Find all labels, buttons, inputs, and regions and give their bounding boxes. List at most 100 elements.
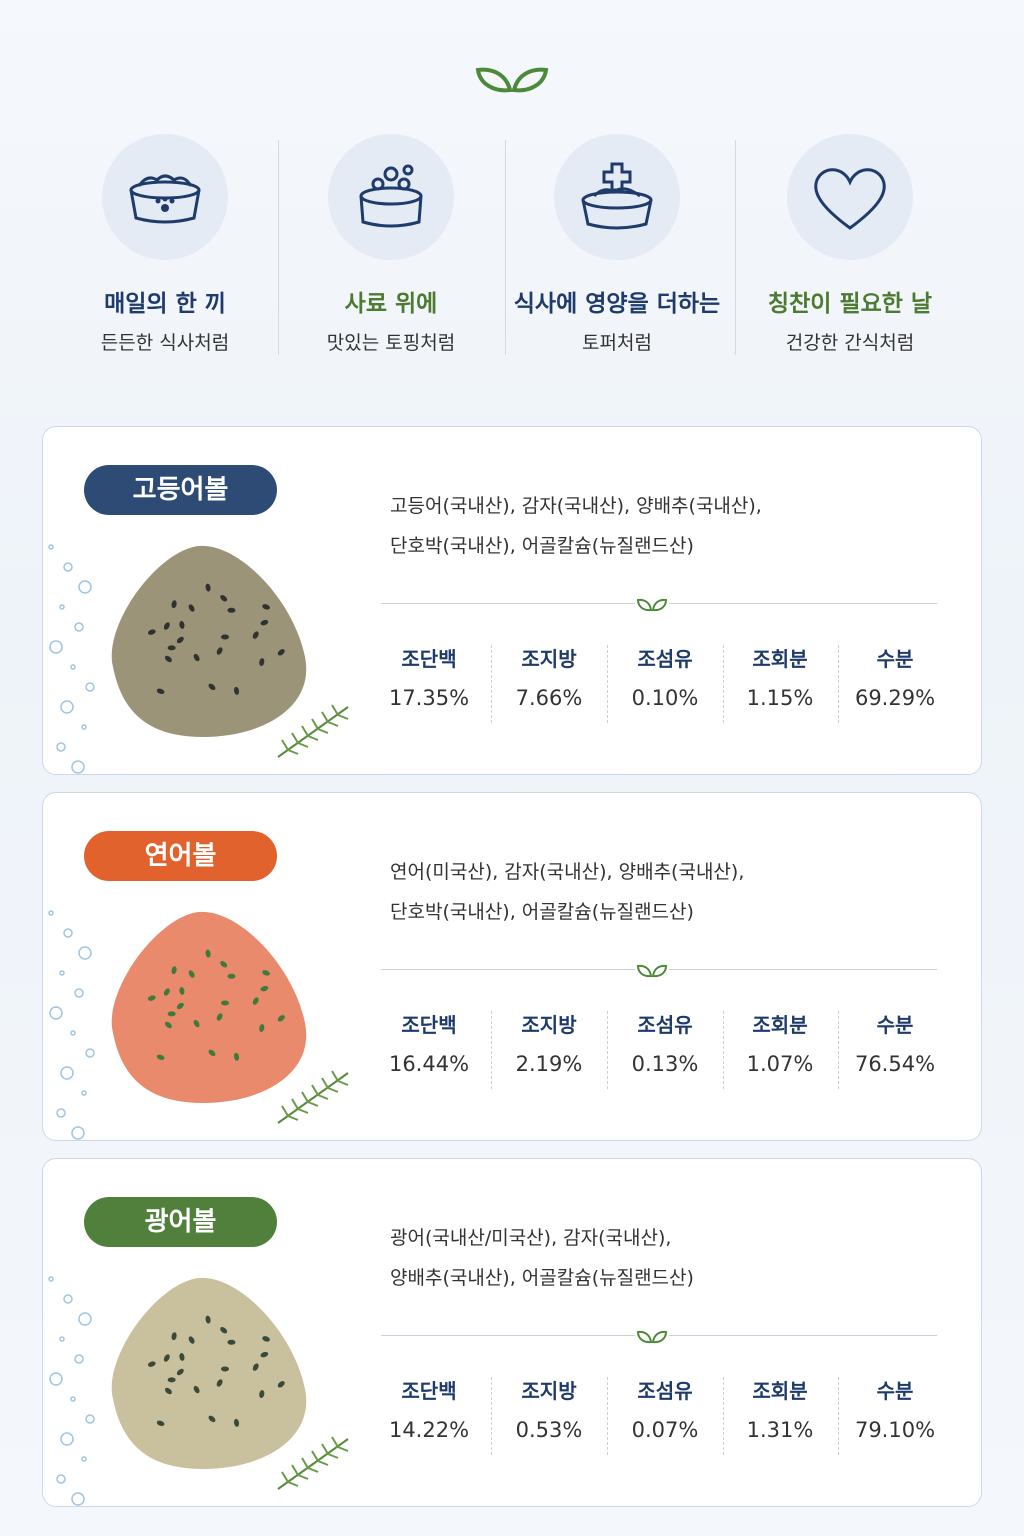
shape <box>233 1052 240 1061</box>
shape <box>260 985 269 992</box>
shape <box>216 1013 223 1021</box>
shape <box>129 189 201 224</box>
shape <box>331 1436 349 1452</box>
shape <box>85 1048 95 1058</box>
shape <box>220 1327 228 1334</box>
shape <box>74 988 84 998</box>
nutrition-label: 조지방 <box>521 1379 577 1403</box>
shape <box>171 1332 177 1341</box>
shape <box>167 1377 176 1383</box>
shape <box>56 742 66 752</box>
shape <box>208 683 216 691</box>
ingredients-line: 단호박(국내산), 어골칼슘(뉴질랜드산) <box>390 535 694 557</box>
leaf-icon <box>635 961 669 979</box>
shape <box>371 177 385 191</box>
shape <box>43 1249 363 1513</box>
shape <box>48 544 54 550</box>
dashed-divider <box>607 1377 608 1455</box>
shape <box>179 620 185 629</box>
shape <box>311 1450 329 1466</box>
shape <box>193 1385 200 1394</box>
divider <box>278 140 279 355</box>
shape <box>85 682 95 692</box>
feature-title: 식사에 영양을 더하는 <box>513 291 721 317</box>
product-card: 광어볼 광어(국내산/미국산), 감자(국내산), 양배추(국내산), 어골칼슘(뉴… <box>42 1158 982 1507</box>
shape <box>74 622 84 632</box>
shape <box>179 986 185 995</box>
shape <box>156 1054 165 1061</box>
shape <box>227 607 236 613</box>
shape <box>74 1354 84 1364</box>
shape <box>111 1277 307 1469</box>
shape <box>43 517 363 781</box>
shape <box>81 1090 87 1096</box>
feature-subtitle: 든든한 식사처럼 <box>100 332 230 354</box>
shape <box>163 988 170 996</box>
nutrition-label: 조지방 <box>521 1013 577 1037</box>
nutrition-value: 17.35% <box>388 686 470 710</box>
shape <box>227 973 236 979</box>
shape <box>277 706 349 758</box>
shape <box>111 911 307 1103</box>
nutrition-value: 0.10% <box>631 686 699 710</box>
shape <box>511 67 549 93</box>
nutrition-label: 조섬유 <box>637 647 693 671</box>
shape <box>252 631 259 639</box>
shape <box>331 704 349 720</box>
nutrition-value: 0.53% <box>515 1418 583 1442</box>
illustration <box>129 174 201 224</box>
shape <box>163 1354 170 1362</box>
nutrition-label: 조지방 <box>521 647 577 671</box>
dashed-divider <box>607 1011 608 1089</box>
shape <box>311 718 329 734</box>
feature-subtitle: 건강한 간식처럼 <box>785 332 915 354</box>
shape <box>63 928 73 938</box>
shape <box>179 1352 185 1361</box>
nutrition-label: 수분 <box>876 647 914 671</box>
shape <box>277 1015 285 1022</box>
shape <box>636 964 668 978</box>
shape <box>277 649 285 656</box>
shape <box>81 724 87 730</box>
shape <box>291 1464 309 1480</box>
shape <box>321 1077 339 1093</box>
shape <box>331 1070 349 1086</box>
feature-subtitle: 토퍼처럼 <box>582 332 652 354</box>
nutrition-value: 0.13% <box>631 1052 699 1076</box>
shape <box>397 177 411 191</box>
shape <box>277 1381 285 1388</box>
shape <box>176 1002 184 1010</box>
shape <box>581 199 653 230</box>
dashed-divider <box>838 1011 839 1089</box>
shape <box>262 604 270 610</box>
shape <box>208 1415 216 1423</box>
ingredients-line: 고등어(국내산), 감자(국내산), 양배추(국내산), <box>390 495 762 517</box>
shape <box>71 1126 85 1140</box>
dashed-divider <box>491 1011 492 1089</box>
illustration <box>48 1276 349 1506</box>
dashed-divider <box>838 645 839 723</box>
shape <box>163 622 170 630</box>
shape <box>475 67 513 93</box>
shape <box>193 653 200 662</box>
shape <box>277 1072 349 1124</box>
illustration <box>48 910 349 1140</box>
feature-title: 매일의 한 끼 <box>104 291 226 317</box>
shape <box>60 700 74 714</box>
shape <box>277 1438 349 1490</box>
leaf-icon <box>475 67 549 93</box>
leaf-icon <box>635 1327 669 1345</box>
shape <box>383 166 399 182</box>
dashed-divider <box>723 1011 724 1089</box>
illustration <box>581 162 653 230</box>
shape <box>301 725 319 741</box>
shape <box>208 1049 216 1057</box>
shape <box>252 997 259 1005</box>
ingredients-line: 양배추(국내산), 어골칼슘(뉴질랜드산) <box>390 1267 694 1289</box>
shape <box>59 1336 65 1342</box>
shape <box>167 645 176 651</box>
ingredients-line: 단호박(국내산), 어골칼슘(뉴질랜드산) <box>390 901 694 923</box>
shape <box>636 598 668 612</box>
shape <box>78 1312 92 1326</box>
shape <box>70 664 76 670</box>
